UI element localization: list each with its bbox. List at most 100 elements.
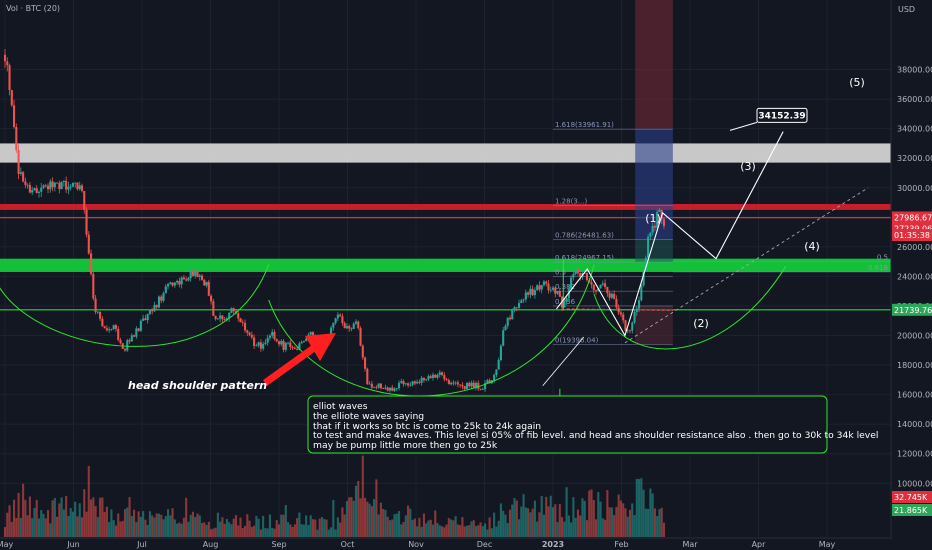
volume-bar	[427, 520, 430, 537]
volume-bar	[370, 506, 373, 537]
volume-bar	[610, 507, 613, 537]
time-axis[interactable]: May Jun Jul Aug Sep Oct Nov Dec 2023 Feb Mar Apr May	[0, 537, 891, 550]
price-axis[interactable]: 10000.00 12000.00 14000.00 16000.00 18000.00…	[890, 0, 932, 550]
note-box[interactable]	[307, 395, 828, 454]
volume-bar	[200, 523, 204, 537]
volume-bar	[522, 494, 525, 537]
candle-body	[422, 377, 425, 381]
x-tick-4: Sep	[271, 540, 286, 549]
volume-bar	[527, 508, 530, 537]
candle-body	[155, 305, 158, 308]
volume-bar	[382, 509, 385, 537]
candle-body	[377, 383, 380, 388]
volume-bar	[404, 515, 407, 537]
candle-body	[330, 327, 333, 340]
volume-bar	[298, 512, 301, 537]
candle-body	[513, 307, 516, 310]
candle-body	[542, 281, 546, 286]
volume-bar	[318, 518, 321, 537]
volume-bar	[259, 529, 262, 537]
volume-bar	[277, 524, 281, 537]
volume-bar	[305, 515, 308, 537]
volume-bar	[243, 525, 247, 537]
volume-bar	[284, 505, 287, 537]
candle-body	[90, 253, 93, 274]
candles	[3, 49, 666, 393]
candle-body	[583, 273, 586, 274]
volume-bar	[517, 519, 521, 537]
volume-bar	[493, 512, 496, 537]
candle-body	[119, 339, 122, 344]
volume-bar	[191, 511, 195, 537]
candle-body	[219, 315, 222, 319]
candle-body	[364, 357, 367, 369]
candle-body	[481, 389, 484, 391]
candle-body	[78, 185, 81, 190]
candle-body	[497, 360, 500, 370]
y-tick-7: 24000.00	[897, 272, 932, 281]
candle-body	[271, 331, 274, 336]
y-tick-1: 12000.00	[897, 450, 932, 459]
candle-body	[370, 383, 373, 388]
head-arc	[268, 264, 595, 397]
candle-body	[42, 185, 45, 188]
volume-bar	[320, 517, 324, 537]
pattern-arrow	[262, 333, 336, 386]
volume-bar	[445, 524, 448, 537]
volume-bar	[80, 517, 84, 537]
candle-body	[404, 383, 407, 385]
candle-body	[259, 342, 262, 349]
candle-body	[65, 180, 68, 190]
wave-label-1: (1)	[645, 212, 661, 225]
candle-body	[508, 317, 512, 320]
candle-body	[293, 347, 296, 349]
volume-bar	[262, 515, 265, 537]
volume-bar	[205, 524, 208, 537]
candle-body	[305, 338, 308, 341]
candle-body	[15, 127, 18, 150]
candle-body	[253, 337, 256, 346]
volume-bar	[71, 511, 74, 537]
candle-body	[522, 299, 525, 301]
candle-body	[495, 369, 498, 375]
volume-bar	[203, 522, 206, 537]
volume-bar	[325, 519, 328, 537]
volume-bar	[486, 529, 489, 537]
candle-body	[205, 281, 208, 286]
volume-bar	[386, 516, 389, 537]
volume-bar	[581, 498, 584, 537]
volume-bar	[357, 480, 360, 537]
candle-body	[282, 341, 285, 350]
candle-body	[601, 283, 604, 285]
volume-bar	[189, 514, 192, 537]
volume-bar	[196, 513, 199, 537]
volume-bar	[420, 526, 423, 537]
candle-body	[633, 312, 636, 323]
candle-body	[166, 284, 170, 287]
indicator-label[interactable]: Vol · BTC (20)	[6, 4, 60, 13]
volume-bar	[642, 489, 645, 537]
candle-body	[488, 380, 491, 384]
volume-bar	[146, 524, 149, 537]
candle-body	[268, 335, 271, 338]
volume-bar	[219, 521, 222, 537]
candle-body	[547, 283, 550, 291]
candle-body	[112, 325, 115, 330]
candle-body	[551, 287, 555, 290]
candle-body	[28, 184, 31, 193]
candle-body	[388, 387, 392, 391]
volume-bar	[438, 525, 441, 537]
candle-body	[531, 288, 534, 296]
candle-body	[456, 382, 459, 385]
volume-bar	[162, 519, 165, 537]
candle-body	[266, 337, 269, 343]
volume-bar	[176, 523, 179, 537]
candle-body	[610, 293, 613, 298]
volume-bar	[465, 525, 469, 537]
candle-body	[178, 280, 181, 285]
candle-body	[604, 283, 607, 288]
candle-body	[24, 181, 27, 185]
volume-bar	[157, 513, 161, 537]
volume-bar	[230, 524, 233, 537]
